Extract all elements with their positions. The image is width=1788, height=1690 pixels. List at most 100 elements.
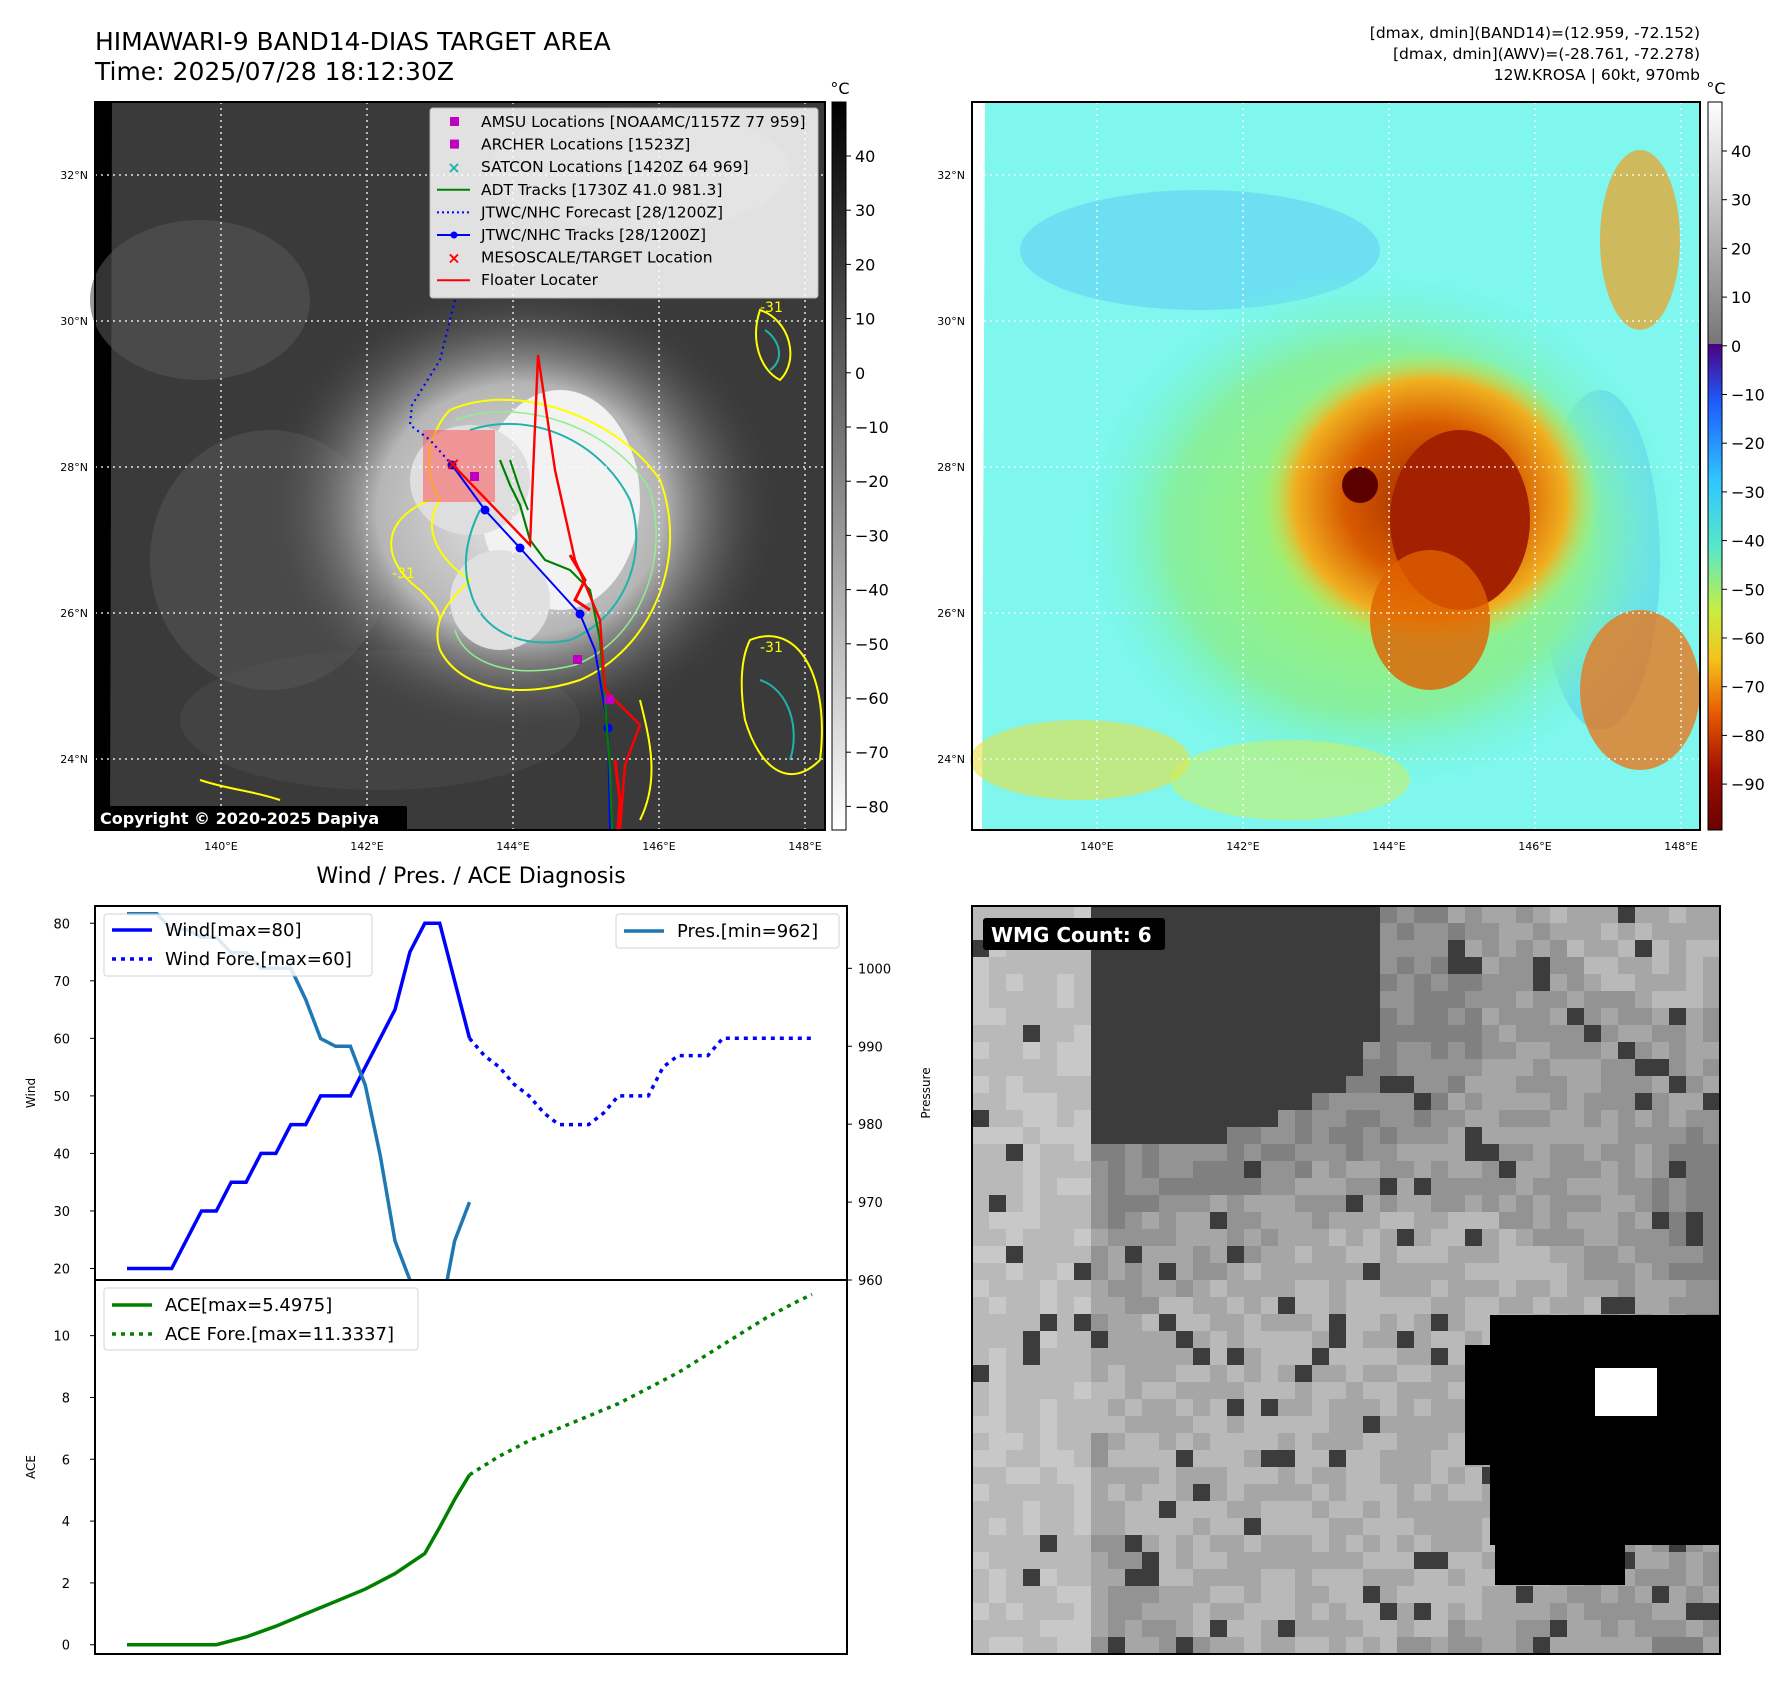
- map-legend-item: × MESOSCALE/TARGET Location: [447, 249, 712, 268]
- colorbar-tick-label: 30: [1731, 191, 1751, 210]
- colorbar-tick-label: −30: [855, 526, 889, 545]
- lon-label: 144°E: [1372, 840, 1405, 853]
- wmg-count-label: WMG Count: 6: [991, 923, 1152, 947]
- wind-fore-legend-label: Wind Fore.[max=60]: [165, 949, 352, 970]
- contour-label: -31: [760, 300, 783, 316]
- ace-axis-label: ACE: [24, 1455, 38, 1479]
- ace-tick-label: 0: [62, 1639, 70, 1654]
- jtwc-track-point: [480, 505, 490, 515]
- map-legend-label: JTWC/NHC Forecast [28/1200Z]: [480, 203, 723, 221]
- lon-label: 148°E: [788, 840, 821, 853]
- map-legend-label: Floater Locater: [481, 271, 599, 289]
- lon-label: 142°E: [350, 840, 383, 853]
- lat-label: 32°N: [60, 169, 88, 182]
- wind-legend-label: Wind[max=80]: [165, 920, 302, 941]
- map-legend-label: ADT Tracks [1730Z 41.0 981.3]: [481, 181, 722, 199]
- pressure-axis-label: Pressure: [919, 1067, 933, 1118]
- wv-colorbar-unit: °C: [1706, 79, 1725, 98]
- lat-label: 30°N: [60, 315, 88, 328]
- info-line-1: [dmax, dmin](BAND14)=(12.959, -72.152): [1370, 24, 1700, 42]
- colorbar-tick-label: −30: [1731, 483, 1765, 502]
- map-legend-item: ARCHER Locations [1523Z]: [450, 136, 690, 154]
- amsu-location-marker: [605, 695, 614, 704]
- pressure-legend: Pres.[min=962]: [615, 913, 840, 949]
- pressure-tick-label: 990: [858, 1040, 883, 1055]
- ace-tick-label: 2: [62, 1577, 70, 1592]
- lon-label: 146°E: [642, 840, 675, 853]
- wv-map-panel: [970, 101, 1701, 831]
- amsu-location-marker: [573, 655, 582, 664]
- ir-lat-labels: 32°N 30°N 28°N 26°N 24°N: [60, 169, 88, 766]
- colorbar-tick-label: −10: [855, 418, 889, 437]
- colorbar-tick-label: −50: [855, 635, 889, 654]
- lat-label: 24°N: [937, 753, 965, 766]
- colorbar-tick-label: −90: [1731, 775, 1765, 794]
- pressure-tick-label: 980: [858, 1118, 883, 1133]
- wv-colorbar: °C 40 30 20 10 0 −10 −20 −30 −40 −50 −60 −70 −80 −90: [1706, 79, 1765, 831]
- colorbar-tick-label: 20: [855, 255, 875, 274]
- copyright-badge: [95, 806, 407, 830]
- colorbar-tick-label: 30: [855, 201, 875, 220]
- ace-tick-label: 10: [53, 1330, 70, 1345]
- ace-panel: 0 2 4 6 8 10 ACE ACE[max=5.4975] ACE Fore.[ma…: [24, 1279, 848, 1655]
- map-legend: AMSU Locations [NOAAMC/1157Z 77 959] ARCH…: [429, 107, 819, 299]
- lat-label: 24°N: [60, 753, 88, 766]
- title-line-1: HIMAWARI-9 BAND14-DIAS TARGET AREA: [95, 27, 611, 56]
- legend-swatch: [450, 139, 459, 149]
- wind-tick-label: 70: [53, 975, 70, 990]
- colorbar-tick-label: −40: [1731, 532, 1765, 551]
- ace-tick-label: 6: [62, 1453, 70, 1468]
- colorbar-tick-label: −50: [1731, 580, 1765, 599]
- map-legend-item: Floater Locater: [437, 271, 599, 289]
- ir-map-panel: × -31 -31 -31 AMSU Locations [NOAAMC/115…: [90, 101, 826, 831]
- wind-tick-label: 20: [53, 1262, 70, 1277]
- lat-label: 28°N: [60, 461, 88, 474]
- colorbar-tick-label: −20: [1731, 434, 1765, 453]
- map-legend-label: JTWC/NHC Tracks [28/1200Z]: [480, 226, 706, 244]
- colorbar-tick-label: −60: [855, 689, 889, 708]
- ace-series-line: [127, 1473, 471, 1647]
- colorbar-tick-label: 0: [1731, 337, 1741, 356]
- map-legend-item: AMSU Locations [NOAAMC/1157Z 77 959]: [450, 113, 806, 131]
- legend-swatch: [450, 231, 458, 239]
- colorbar-tick-label: −10: [1731, 386, 1765, 405]
- legend-swatch: [450, 117, 459, 126]
- lon-label: 140°E: [204, 840, 237, 853]
- colorbar-tick-label: 20: [1731, 239, 1751, 258]
- wind-tick-label: 50: [53, 1090, 70, 1105]
- legend-swatch: ×: [447, 158, 460, 177]
- wv-lat-labels: 32°N 30°N 28°N 26°N 24°N: [937, 169, 965, 766]
- wind-forecast-series-line: [468, 1036, 812, 1127]
- map-legend-item: JTWC/NHC Forecast [28/1200Z]: [437, 203, 723, 221]
- mesoscale-target-marker: ×: [445, 454, 460, 475]
- colorbar-tick-label: 0: [855, 364, 865, 383]
- wind-tick-label: 60: [53, 1032, 70, 1047]
- lat-label: 30°N: [937, 315, 965, 328]
- map-legend-item: × SATCON Locations [1420Z 64 969]: [447, 158, 748, 177]
- colorbar-tick-label: 10: [1731, 288, 1751, 307]
- map-legend-label: AMSU Locations [NOAAMC/1157Z 77 959]: [481, 113, 806, 131]
- eye-center-block: [1595, 1368, 1657, 1416]
- map-legend-label: ARCHER Locations [1523Z]: [481, 136, 690, 154]
- ir-colorbar: °C 40 30 20 10 0 −10 −20 −30 −40 −50 −60 −70 −80: [830, 79, 889, 831]
- map-legend-item: JTWC/NHC Tracks [28/1200Z]: [437, 226, 706, 244]
- wind-axis-label: Wind: [24, 1078, 38, 1108]
- floater-locater-track: [452, 354, 642, 831]
- pressure-tick-label: 1000: [858, 962, 891, 977]
- lat-label: 26°N: [937, 607, 965, 620]
- wmg-panel: WMG Count: 6: [971, 905, 1721, 1655]
- ace-tick-label: 4: [62, 1515, 70, 1530]
- info-line-2: [dmax, dmin](AWV)=(-28.761, -72.278): [1393, 45, 1700, 63]
- ir-colorbar-unit: °C: [830, 79, 849, 98]
- ace-tick-label: 8: [62, 1391, 70, 1406]
- contour-label: -31: [760, 640, 783, 656]
- ir-lon-labels: 140°E 142°E 144°E 146°E 148°E: [204, 840, 821, 853]
- ace-legend-label: ACE[max=5.4975]: [165, 1295, 332, 1316]
- wind-legend: Wind[max=80] Wind Fore.[max=60]: [103, 913, 373, 977]
- map-legend-item: ADT Tracks [1730Z 41.0 981.3]: [437, 181, 722, 199]
- contour-label: -31: [392, 566, 415, 582]
- copyright-text: Copyright © 2020-2025 Dapiya: [100, 809, 379, 828]
- map-legend-label: MESOSCALE/TARGET Location: [481, 249, 713, 267]
- colorbar-tick-label: −80: [855, 797, 889, 816]
- ace-forecast-series-line: [468, 1292, 813, 1477]
